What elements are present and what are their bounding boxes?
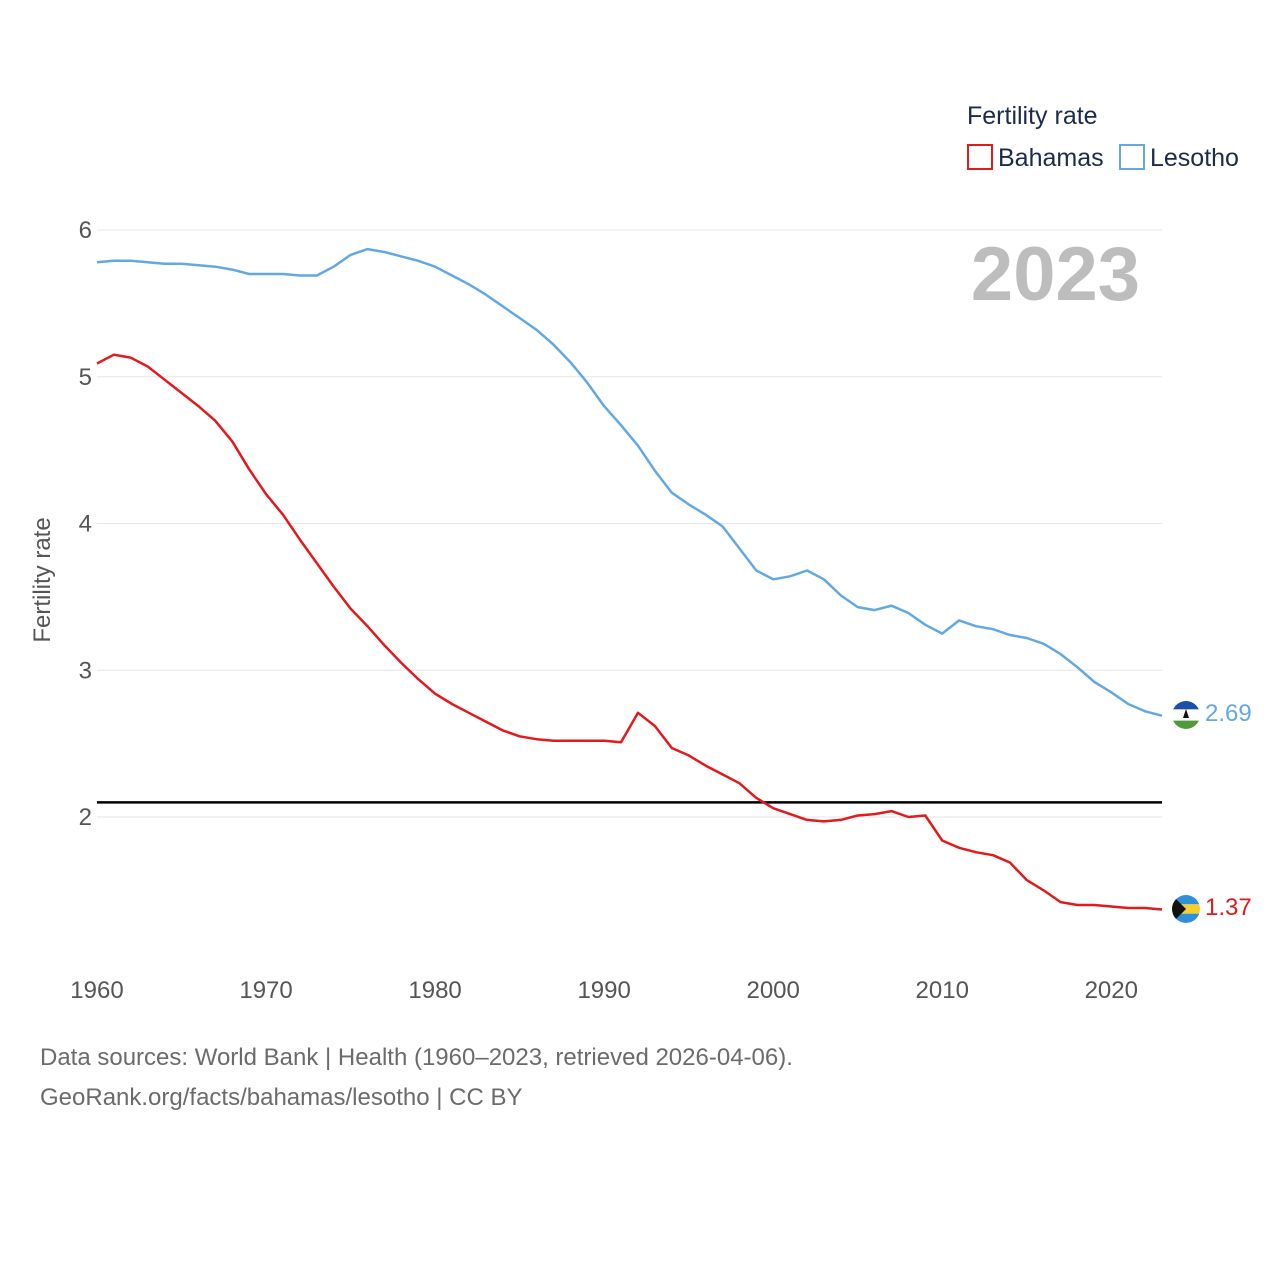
x-axis-tick-labels: 1960 1970 1980 1990 2000 2010 2020 [70, 977, 1138, 1004]
x-tick-label-1990: 1990 [577, 977, 630, 1004]
y-axis-tick-labels: 2 3 4 5 6 [79, 217, 92, 831]
year-label: 2023 [971, 232, 1140, 317]
x-tick-label-2020: 2020 [1085, 977, 1138, 1004]
y-tick-label-5: 5 [79, 364, 92, 391]
x-tick-label-1980: 1980 [408, 977, 461, 1004]
legend-title: Fertility rate [967, 102, 1098, 130]
y-tick-label-2: 2 [79, 804, 92, 831]
legend-label-lesotho: Lesotho [1150, 144, 1239, 172]
x-tick-label-1960: 1960 [70, 977, 123, 1004]
legend-label-bahamas: Bahamas [998, 144, 1104, 172]
credit-link[interactable]: GeoRank.org/facts/bahamas/lesotho | CC B… [40, 1084, 523, 1111]
x-tick-label-1970: 1970 [239, 977, 292, 1004]
legend-swatch-bahamas [967, 144, 993, 170]
series-lines [96, 247, 1163, 911]
legend-swatch-lesotho [1119, 144, 1145, 170]
end-label-lesotho: 2.69 [1205, 700, 1252, 727]
end-label-bahamas: 1.37 [1205, 894, 1252, 921]
y-tick-label-4: 4 [79, 511, 92, 538]
y-axis-title: Fertility rate [29, 517, 56, 642]
series-line-bahamas [96, 353, 1163, 911]
x-tick-label-2000: 2000 [746, 977, 799, 1004]
lesotho-flag-icon [1172, 701, 1200, 729]
y-tick-label-3: 3 [79, 657, 92, 684]
bahamas-flag-icon [1172, 895, 1200, 923]
x-tick-label-2010: 2010 [916, 977, 969, 1004]
series-line-lesotho [96, 247, 1163, 717]
legend-item-bahamas[interactable]: Bahamas [967, 144, 1104, 172]
data-source-note: Data sources: World Bank | Health (1960–… [40, 1044, 793, 1071]
legend-item-lesotho[interactable]: Lesotho [1119, 144, 1239, 172]
gridlines [97, 229, 1162, 818]
y-tick-label-6: 6 [79, 217, 92, 244]
legend: Fertility rate Bahamas Lesotho [967, 102, 1239, 172]
